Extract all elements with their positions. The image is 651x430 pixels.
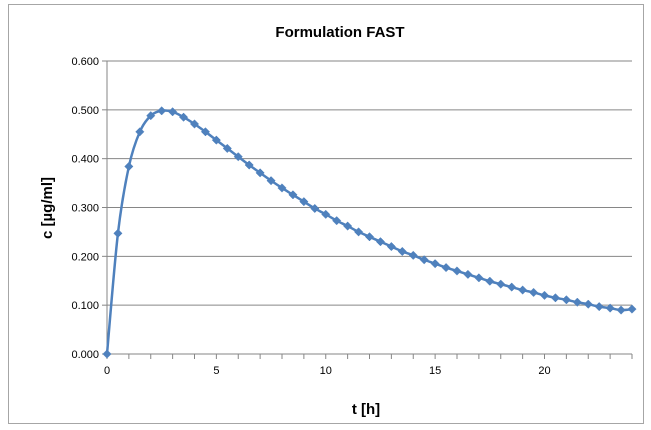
data-point — [343, 221, 353, 231]
data-point — [146, 111, 156, 121]
grid-lines — [107, 60, 632, 306]
data-point — [113, 228, 123, 238]
data-point — [332, 216, 342, 226]
data-point — [441, 263, 451, 273]
data-point — [507, 282, 517, 292]
y-axis-label: c [µg/ml] — [39, 177, 56, 239]
data-point — [539, 290, 550, 300]
data-point — [529, 287, 539, 298]
data-point — [288, 190, 298, 200]
y-tick-labels: 0.000 0.100 0.200 0.300 0.400 0.500 0.600 — [71, 56, 99, 361]
data-point — [135, 127, 145, 137]
x-tick-label: 15 — [429, 365, 441, 377]
data-point — [102, 349, 112, 359]
data-point — [124, 161, 134, 172]
x-tick-label: 5 — [213, 365, 219, 377]
x-tick-label: 10 — [320, 365, 332, 377]
data-point — [627, 304, 637, 314]
y-tick-label: 0.100 — [71, 300, 99, 312]
data-point — [550, 293, 560, 303]
data-point — [277, 183, 287, 193]
data-point — [496, 279, 506, 289]
data-point — [266, 176, 276, 186]
y-tick-label: 0.500 — [71, 105, 99, 117]
x-axis-label: t [h] — [352, 401, 380, 418]
data-point — [463, 269, 473, 279]
data-point — [179, 112, 189, 122]
data-point — [518, 285, 528, 295]
data-point — [354, 227, 364, 237]
data-point — [594, 302, 604, 312]
x-tick-label: 0 — [104, 365, 110, 377]
data-point — [310, 203, 320, 214]
data-point — [605, 303, 615, 313]
series-group — [102, 106, 637, 359]
data-point — [430, 259, 440, 269]
data-point — [189, 119, 200, 129]
data-point — [419, 255, 429, 265]
x-tick-label: 20 — [538, 365, 550, 377]
data-point — [452, 266, 462, 276]
y-tick-label: 0.200 — [71, 251, 99, 263]
data-point — [200, 127, 210, 137]
data-point — [299, 197, 309, 207]
data-point — [616, 305, 626, 315]
data-point — [572, 297, 582, 307]
y-tick-label: 0.600 — [71, 56, 99, 68]
chart-title: Formulation FAST — [275, 24, 404, 41]
data-point — [375, 237, 385, 247]
data-point — [364, 232, 375, 242]
data-point — [583, 299, 593, 309]
data-point — [211, 135, 221, 145]
y-tick-label: 0.300 — [71, 203, 99, 215]
data-point — [233, 152, 243, 162]
data-point — [157, 106, 167, 116]
data-point — [168, 107, 178, 117]
data-point — [255, 168, 265, 178]
data-point — [397, 246, 407, 257]
data-point — [222, 143, 232, 153]
data-point — [244, 160, 254, 170]
y-tick-label: 0.000 — [71, 349, 99, 361]
x-tick-labels: 0 5 10 15 20 — [104, 365, 551, 377]
data-point — [386, 242, 396, 252]
axes — [102, 60, 633, 359]
data-point — [561, 295, 571, 305]
data-point — [321, 209, 331, 219]
data-point — [474, 273, 484, 283]
data-point — [485, 276, 495, 286]
y-tick-label: 0.400 — [71, 154, 99, 166]
data-point — [408, 250, 418, 260]
